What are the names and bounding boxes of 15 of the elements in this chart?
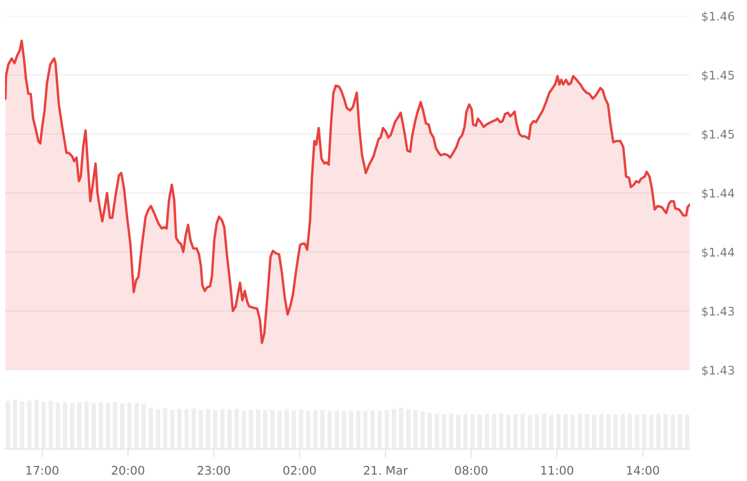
y-tick-label: $1.43 [702, 366, 734, 376]
x-tick-label: 14:00 [627, 466, 660, 475]
y-tick-label: $1.45 [702, 70, 734, 82]
x-tick-label: 02:00 [283, 466, 316, 475]
x-tick-label: 17:00 [26, 466, 58, 475]
y-tick-label: $1.44 [702, 188, 734, 200]
x-tick-label: 21. Mar [364, 466, 408, 475]
x-tick-label: 20:00 [112, 466, 144, 475]
y-tick-label: $1.43 [702, 306, 734, 318]
y-tick-label: $1.44 [702, 248, 734, 258]
y-tick-label: $1.45 [702, 130, 734, 140]
x-tick-label: 23:00 [198, 466, 230, 475]
y-tick-label: $1.46 [702, 12, 734, 22]
x-tick-label: 08:00 [454, 466, 488, 475]
x-tick-label: 11:00 [541, 466, 574, 475]
